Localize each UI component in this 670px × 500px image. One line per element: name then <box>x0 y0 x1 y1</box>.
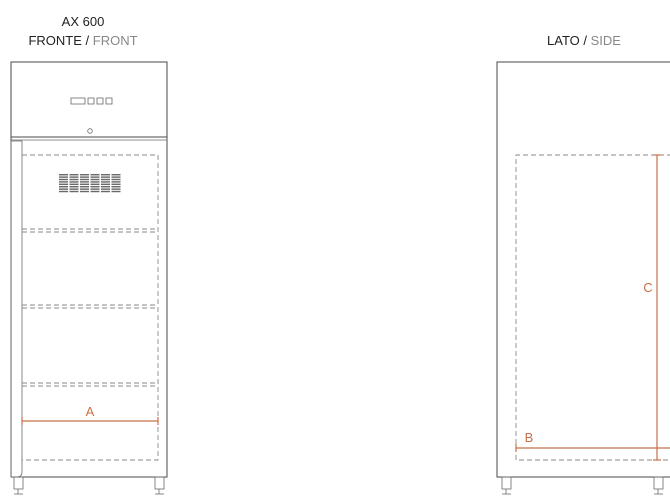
front-label-en: FRONT <box>93 33 138 48</box>
model-name: AX 600 <box>62 14 105 29</box>
dimension-b-label: B <box>525 430 534 445</box>
side-view: LATO / SIDE B C <box>496 33 670 495</box>
dimension-c: C <box>643 154 661 461</box>
front-feet <box>13 476 165 495</box>
door-handle <box>10 140 23 478</box>
evaporator-vent-icon <box>59 174 121 193</box>
front-label-separator: / <box>82 33 93 48</box>
side-interior-outline <box>515 154 670 461</box>
lock-icon <box>87 128 93 134</box>
front-label-it: FRONTE <box>28 33 82 48</box>
side-feet <box>501 476 664 495</box>
dimension-b: B <box>515 430 670 452</box>
side-cabinet-outline <box>496 61 670 478</box>
shelves <box>22 228 158 387</box>
side-label-it: LATO <box>547 33 580 48</box>
front-view: AX 600 FRONTE / FRONT <box>10 14 168 495</box>
side-label-en: SIDE <box>591 33 622 48</box>
front-view-title: FRONTE / FRONT <box>28 33 137 48</box>
dimension-a-label: A <box>86 404 95 419</box>
front-interior-outline <box>21 154 159 461</box>
control-display-icon <box>70 97 113 105</box>
dimension-c-label: C <box>643 280 652 295</box>
side-view-title: LATO / SIDE <box>547 33 621 48</box>
dimension-a: A <box>21 404 159 425</box>
side-label-separator: / <box>580 33 591 48</box>
